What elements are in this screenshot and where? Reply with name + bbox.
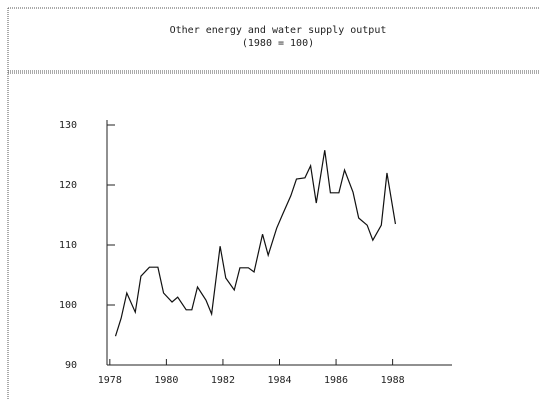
y-tick-label: 110 — [59, 240, 77, 251]
y-tick-label: 90 — [65, 360, 77, 371]
y-tick-label: 120 — [59, 180, 77, 191]
x-tick-label: 1988 — [381, 375, 405, 386]
x-tick-label: 1986 — [324, 375, 348, 386]
y-tick-label: 130 — [59, 120, 77, 131]
x-tick-label: 1978 — [98, 375, 122, 386]
line — [114, 150, 397, 337]
x-tick-label: 1982 — [211, 375, 235, 386]
y-tick-label: 100 — [59, 300, 77, 311]
chart-subtitle: (1980 = 100) — [242, 38, 314, 49]
x-tick-label: 1984 — [267, 375, 291, 386]
chart-title: Other energy and water supply output — [170, 25, 387, 36]
x-tick-label: 1980 — [154, 375, 178, 386]
